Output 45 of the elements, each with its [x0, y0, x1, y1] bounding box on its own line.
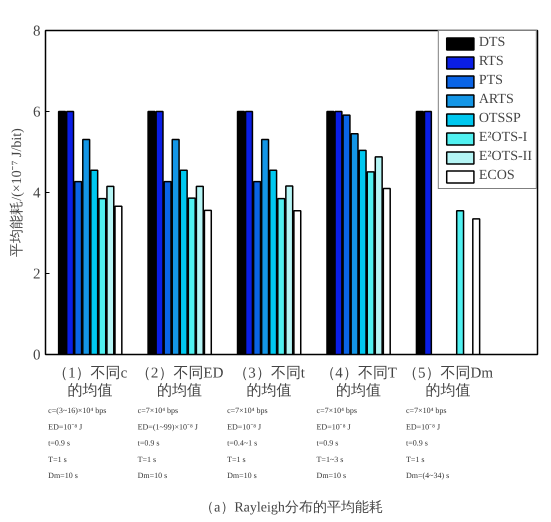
- y-tick-label: 6: [33, 104, 41, 120]
- text: ED=(1~99)×10⁻⁸ J: [138, 422, 198, 432]
- legend-label: ECOS: [478, 168, 515, 184]
- text: Dm=10 s: [48, 471, 78, 480]
- legend-label: ARTS: [478, 92, 514, 108]
- x-tick-label: （4）不同T的均值: [320, 366, 397, 400]
- x-tick-label: （1）不同c的均值: [53, 366, 128, 400]
- legend-label: E²OTS-II: [478, 149, 532, 165]
- x-tick-label: （5）不同Dm的均值: [403, 366, 494, 400]
- text: c=7×10⁴ bps: [316, 406, 358, 416]
- text: c=7×10⁴ bps: [227, 406, 268, 416]
- y-tick-label: 4: [33, 186, 41, 202]
- text: t=0.9 s: [48, 438, 70, 448]
- text: c=7×10⁴ bps: [138, 406, 178, 416]
- text: T=1 s: [227, 454, 246, 464]
- x-tick-label: （3）不同t的均值: [233, 366, 306, 400]
- text: t=0.9 s: [138, 438, 160, 448]
- y-axis-title: 平均能耗/(×10⁻⁷ J/bit): [9, 128, 25, 257]
- text: c=(3~16)×10⁴ bps: [48, 406, 106, 416]
- text: ED=10⁻⁸ J: [48, 422, 82, 432]
- text: t=0.9 s: [316, 438, 338, 448]
- legend-label: PTS: [478, 73, 503, 89]
- text: Dm=10 s: [316, 471, 346, 480]
- y-tick-label: 0: [33, 348, 40, 364]
- text: t=0.4~1 s: [227, 438, 258, 448]
- text: c=7×10⁴ bps: [406, 406, 446, 416]
- legend-label: OTSSP: [478, 111, 521, 127]
- y-tick-label: 2: [33, 266, 40, 282]
- text: Dm=10 s: [227, 471, 257, 480]
- text: t=0.9 s: [406, 438, 428, 448]
- y-tick-label: 8: [33, 24, 40, 40]
- text: Dm=(4~34) s: [406, 471, 450, 480]
- text: T=1 s: [48, 454, 67, 464]
- text: T=1 s: [406, 454, 425, 464]
- x-tick-label: （2）不同ED的均值: [136, 366, 224, 400]
- text: ED=10⁻⁸ J: [316, 422, 351, 432]
- legend-label: RTS: [478, 54, 504, 70]
- legend-label: DTS: [478, 35, 506, 51]
- text: ED=10⁻⁸ J: [227, 422, 262, 432]
- text: ED=10⁻⁸ J: [406, 422, 440, 432]
- text: T=1~3 s: [316, 454, 344, 464]
- legend-label: E²OTS-I: [478, 130, 528, 146]
- text: （a）Rayleigh分布的平均能耗: [200, 500, 383, 516]
- text: T=1 s: [138, 454, 156, 464]
- text: Dm=10 s: [138, 471, 168, 480]
